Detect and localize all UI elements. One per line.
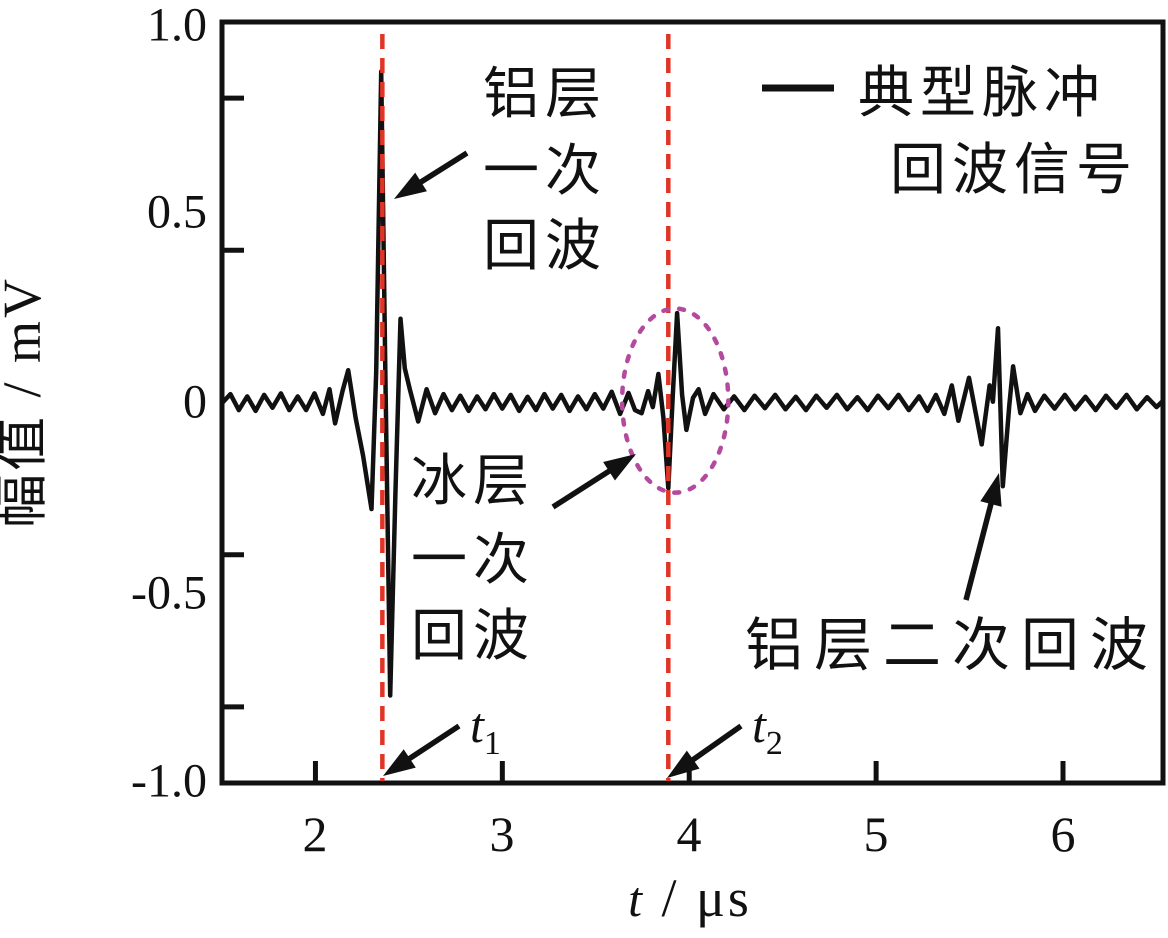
- t1-arrow-head: [383, 749, 416, 776]
- legend-label-line1: 典型脉冲: [858, 63, 1106, 125]
- al-second-echo-arrow-shaft: [963, 497, 996, 601]
- y-tick-label-1-0: 1.0: [147, 0, 207, 52]
- annotation-al-second-echo: 铝层二次回波: [745, 613, 1159, 678]
- annotation-al-first-line1: 铝层: [483, 64, 607, 126]
- annotation-al-first-line3: 回波: [483, 216, 607, 278]
- legend: 典型脉冲 回波信号: [762, 63, 1138, 202]
- ice-first-echo-arrow-shaft: [551, 465, 616, 510]
- t1-arrow-shaft: [403, 723, 461, 765]
- t2-label-main: t: [752, 697, 767, 753]
- y-axis-tick-labels: 1.0 0.5 0 -0.5 -1.0: [131, 0, 207, 808]
- t1-label-sub: 1: [484, 725, 501, 762]
- al-second-echo-arrow-head: [980, 473, 1002, 507]
- y-axis-title: 幅值 / mV: [0, 276, 52, 528]
- x-axis-title-unit: / μs: [645, 868, 752, 928]
- ice-first-echo-arrow-head: [603, 454, 636, 481]
- annotation-ice-first-echo: 冰层 一次 回波: [411, 451, 535, 668]
- x-tick-label-2: 2: [303, 806, 328, 862]
- t2-label-sub: 2: [766, 725, 783, 762]
- al-first-echo-arrow-head: [394, 172, 427, 199]
- legend-label-line2: 回波信号: [890, 140, 1138, 202]
- x-axis-title: t / μs: [628, 868, 752, 928]
- t2-arrow-head: [667, 750, 700, 778]
- x-tick-label-4: 4: [677, 806, 702, 862]
- t1-label: t1: [470, 697, 501, 762]
- x-axis-title-variable: t: [628, 871, 645, 927]
- echo-signal-path: [220, 69, 1166, 698]
- annotation-ice-first-line1: 冰层: [411, 451, 535, 513]
- annotation-ice-first-line3: 回波: [411, 606, 535, 668]
- annotation-al-first-echo: 铝层 一次 回波: [483, 64, 607, 278]
- y-tick-label-m1-0: -1.0: [131, 755, 207, 808]
- t2-label: t2: [752, 697, 783, 762]
- annotation-al-first-line2: 一次: [483, 141, 607, 203]
- x-tick-label-3: 3: [490, 806, 515, 862]
- annotation-ice-first-line2: 一次: [411, 530, 535, 592]
- chart-drawing-layer: [219, 19, 1166, 786]
- y-tick-label-0: 0: [183, 376, 207, 429]
- x-tick-label-6: 6: [1051, 806, 1076, 862]
- t1-label-main: t: [470, 697, 485, 753]
- al-first-echo-arrow-shaft: [414, 150, 469, 188]
- y-tick-label-m0-5: -0.5: [131, 567, 207, 620]
- ice-echo-highlight-ellipse: [619, 306, 731, 495]
- y-tick-label-0-5: 0.5: [147, 186, 207, 239]
- x-tick-label-5: 5: [864, 806, 889, 862]
- x-axis-tick-labels: 2 3 4 5 6: [303, 806, 1076, 862]
- t2-arrow-shaft: [686, 723, 743, 766]
